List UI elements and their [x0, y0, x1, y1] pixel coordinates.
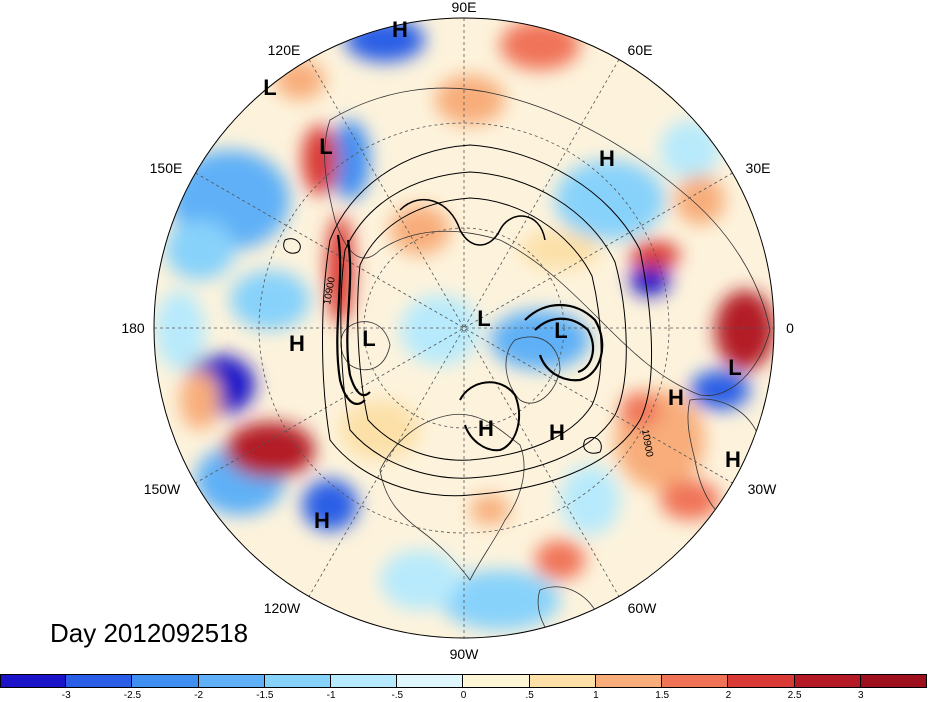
lon-label-60e: 60E [628, 42, 653, 58]
height-contours [283, 144, 653, 497]
lon-label-150w: 150W [144, 481, 181, 497]
lon-label-90w: 90W [450, 646, 480, 662]
lon-label-30e: 30E [746, 160, 771, 176]
map-boundary [153, 17, 775, 639]
colorbar-cell [264, 674, 332, 688]
colorbar-cell [198, 674, 265, 688]
north-america-outline [379, 413, 525, 581]
colorbar-tick-label: 2 [725, 690, 732, 701]
lon-label-30w: 30W [748, 481, 778, 497]
colorbar-tick-label: 0 [460, 690, 467, 701]
lon-label-180: 180 [121, 320, 145, 336]
colorbar-frame [0, 674, 927, 688]
colorbar-cell [66, 674, 133, 688]
colorbar-cell [0, 674, 67, 688]
colorbar-cell [595, 674, 663, 688]
colorbar-tick-label: -3 [61, 690, 71, 701]
lon-label-0: 0 [786, 320, 794, 336]
contour-ridge-west-2 [346, 239, 371, 397]
high-center: H [668, 385, 684, 410]
polar-stereographic-map: 10900 10900 90E 60E 30E 0 30W 60W 90W 12… [121, 0, 794, 662]
low-center: L [263, 75, 276, 100]
contour-trough-na [459, 381, 520, 452]
lon-label-120w: 120W [264, 600, 301, 616]
colorbar-tick-label: 2.5 [787, 690, 802, 701]
colorbar-tick-label: -1 [326, 690, 336, 701]
south-america-outline [537, 586, 601, 638]
lon-label-90e: 90E [452, 0, 477, 15]
contour-local-loop-2 [583, 437, 602, 454]
lon-label-60w: 60W [628, 600, 658, 616]
graticule [154, 18, 774, 638]
anomaly-field [154, 18, 774, 638]
contour-local-loop [283, 238, 301, 254]
colorbar: -3 -2.5 -2 -1.5 -1 -.5 0 .5 1 1.5 2 2.5 3 [0, 674, 928, 702]
contour-ridge-west [336, 234, 366, 405]
colorbar-cell [662, 674, 729, 688]
contour-outer [322, 144, 653, 497]
high-center: H [314, 508, 330, 533]
low-center: L [319, 134, 332, 159]
colorbar-tick-label: .5 [525, 690, 534, 701]
colorbar-tick-label: -1.5 [256, 690, 274, 701]
lon-label-150e: 150E [150, 160, 183, 176]
contour-trough-east-2 [534, 317, 595, 374]
contour-2 [340, 171, 627, 479]
contour-trough-east [524, 303, 604, 382]
low-center: L [728, 355, 741, 380]
colorbar-cell [794, 674, 861, 688]
high-center: H [289, 331, 305, 356]
contour-label-10900-east: 10900 [639, 429, 655, 459]
high-center: H [549, 420, 565, 445]
high-center: H [599, 146, 615, 171]
colorbar-cell [728, 674, 795, 688]
colorbar-cell [463, 674, 530, 688]
colorbar-tick-label: -.5 [391, 690, 404, 701]
colorbar-cell [331, 674, 398, 688]
colorbar-tick-label: 3 [858, 690, 864, 701]
eurasia-outline [324, 87, 771, 396]
pressure-center-markers: H L L H H L L H L L L H H H H [263, 17, 741, 533]
greenland-outline [505, 336, 561, 404]
colorbar-cell [397, 674, 464, 688]
low-center: L [554, 318, 567, 343]
colorbar-tick-label: 1 [593, 690, 599, 701]
lon-label-120e: 120E [268, 42, 301, 58]
low-center: L [477, 306, 490, 331]
day-title: Day 2012092518 [50, 618, 249, 648]
high-center: H [478, 416, 494, 441]
contour-label-10900-west: 10900 [322, 276, 338, 306]
contour-wave-north [399, 199, 546, 246]
high-center: H [392, 17, 408, 42]
colorbar-cell [529, 674, 596, 688]
colorbar-tick-label: -2.5 [123, 690, 142, 701]
colorbar-tick-label: -2 [194, 690, 204, 701]
coastlines [324, 87, 771, 638]
contour-3 [357, 197, 602, 461]
high-center: H [725, 447, 741, 472]
colorbar-cell [132, 674, 199, 688]
low-center: L [362, 326, 375, 351]
colorbar-tick-label: 1.5 [655, 690, 670, 701]
longitude-labels: 90E 60E 30E 0 30W 60W 90W 120W 150W 180 … [121, 0, 794, 662]
